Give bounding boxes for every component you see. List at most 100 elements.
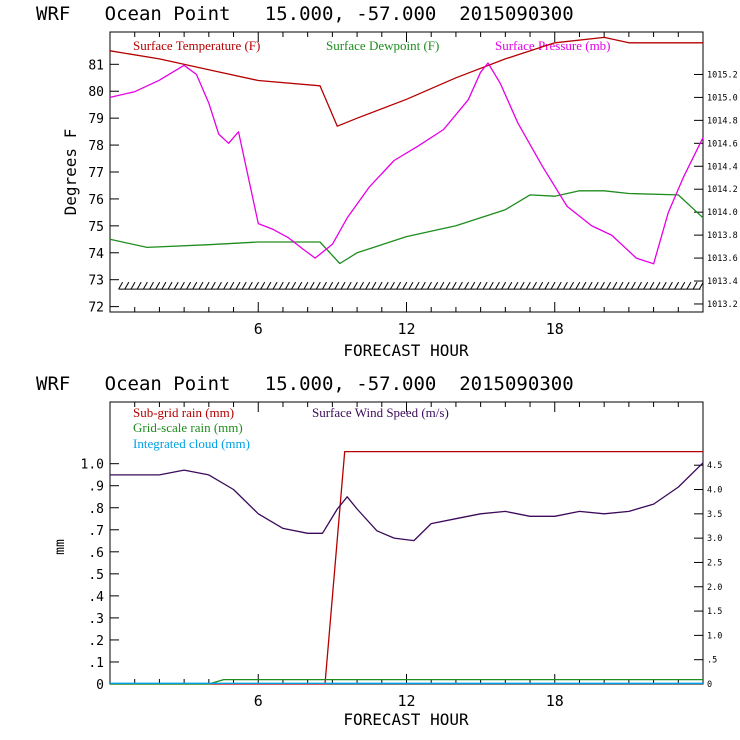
wind-barb <box>470 281 476 290</box>
series-line-3 <box>110 462 704 542</box>
wind-barb <box>624 281 630 290</box>
wind-barb <box>322 281 327 290</box>
wind-barb <box>464 281 469 290</box>
left-tick-label: .9 <box>88 480 104 495</box>
x-tick-label: 12 <box>397 320 415 338</box>
wind-barb <box>674 281 680 290</box>
panel1-right-axis: 1013.2 1013.4 1013.6 1013.8 1014.0 1014.2 1014… <box>694 70 738 310</box>
left-tick-label: 1.0 <box>81 458 104 473</box>
wind-barb <box>445 281 451 290</box>
right-tick-label: 2.0 <box>707 583 722 593</box>
wind-barb <box>198 281 204 290</box>
right-tick-label: 4.0 <box>707 486 722 496</box>
right-tick-label: .5 <box>707 656 717 666</box>
right-tick-label: 1014.8 <box>707 116 738 126</box>
wind-barb <box>266 281 272 290</box>
left-tick-label: .8 <box>88 502 104 517</box>
wind-barb <box>377 281 383 290</box>
left-tick-label: 78 <box>88 139 104 154</box>
wind-barb <box>692 281 698 290</box>
panel1-y-axis-label: Degrees F <box>61 129 80 216</box>
wind-barb <box>612 281 618 290</box>
right-tick-label: 1013.2 <box>707 300 738 310</box>
left-tick-label: .3 <box>88 612 104 627</box>
wind-barb <box>340 281 346 290</box>
wind-barb <box>587 281 593 290</box>
x-tick-label: 6 <box>254 692 263 710</box>
wind-barb <box>303 281 309 290</box>
panel1-plot-frame <box>109 31 704 313</box>
wind-barb <box>667 281 673 290</box>
wind-barb <box>402 281 408 290</box>
wind-barb <box>315 281 321 290</box>
wind-barb <box>136 281 142 290</box>
right-tick-label: 2.5 <box>707 558 722 568</box>
wind-barb <box>661 281 667 290</box>
wind-barb <box>241 281 247 290</box>
series-line-0 <box>109 36 703 127</box>
temperature-panel: WRF Ocean Point 15.000, -57.000 20150903… <box>36 3 738 360</box>
right-tick-label: 1.5 <box>707 607 722 617</box>
wind-barb <box>223 281 229 290</box>
panel2-x-axis-label: FORECAST HOUR <box>343 710 469 729</box>
wind-barb <box>235 281 241 290</box>
wind-barb <box>217 281 222 290</box>
wind-barb <box>192 281 198 290</box>
wind-barb <box>519 281 525 290</box>
wind-barb <box>352 281 358 290</box>
wind-barb <box>569 281 575 290</box>
panel1-x-axis-label: FORECAST HOUR <box>343 341 469 360</box>
legend-entry: Sub-grid rain (mm) <box>133 405 234 420</box>
wind-barb <box>414 281 420 290</box>
precip-panel: WRF Ocean Point 15.000, -57.000 20150903… <box>36 373 722 729</box>
wind-barb <box>254 281 259 290</box>
wind-barb <box>124 281 130 290</box>
series-line-1 <box>109 190 704 265</box>
right-tick-label: 1014.0 <box>707 208 738 218</box>
wind-barb <box>433 281 439 290</box>
wind-barb <box>390 281 395 290</box>
wind-barb <box>581 281 587 290</box>
panel2-series <box>110 450 704 685</box>
left-tick-label: .2 <box>88 634 104 649</box>
legend-entry: Integrated cloud (mm) <box>133 436 250 451</box>
x-tick-label: 18 <box>546 320 564 338</box>
panel1-series <box>109 36 704 290</box>
wind-barb <box>186 281 192 290</box>
panel1-title: WRF Ocean Point 15.000, -57.000 20150903… <box>36 3 574 25</box>
wind-barb <box>161 281 167 290</box>
x-tick-label: 6 <box>254 320 263 338</box>
left-tick-label: 73 <box>88 274 104 289</box>
wind-barb <box>179 281 185 290</box>
left-tick-label: 72 <box>88 301 104 316</box>
panel2-title: WRF Ocean Point 15.000, -57.000 20150903… <box>36 373 574 395</box>
legend-entry: Surface Wind Speed (m/s) <box>312 405 449 420</box>
right-tick-label: 0 <box>707 680 712 690</box>
wind-barb <box>155 281 161 290</box>
left-tick-label: .4 <box>88 590 104 605</box>
left-tick-label: 79 <box>88 112 104 127</box>
wind-barb <box>309 281 315 290</box>
left-tick-label: 81 <box>88 58 104 73</box>
x-tick-label: 12 <box>397 692 415 710</box>
wind-barb <box>643 281 649 290</box>
right-tick-label: 1014.2 <box>707 185 738 195</box>
right-tick-label: 1013.6 <box>707 254 738 264</box>
wind-barb <box>680 281 686 290</box>
wind-barb <box>482 281 488 290</box>
legend-entry: Surface Temperature (F) <box>133 38 260 53</box>
wind-barb <box>655 281 661 290</box>
wind-barb <box>439 281 445 290</box>
wind-barb <box>396 281 402 290</box>
wind-barb <box>149 281 154 290</box>
wind-barb <box>130 281 136 290</box>
panel1-legend: Surface Temperature (F) Surface Dewpoint … <box>133 38 611 53</box>
wind-barb <box>383 281 389 290</box>
wind-barb <box>260 281 266 290</box>
wind-barb <box>600 281 605 290</box>
wind-barb <box>118 281 124 290</box>
left-tick-label: 77 <box>88 166 104 181</box>
wind-barb <box>359 281 364 290</box>
wind-barb <box>365 281 371 290</box>
legend-entry: Surface Dewpoint (F) <box>326 38 439 53</box>
